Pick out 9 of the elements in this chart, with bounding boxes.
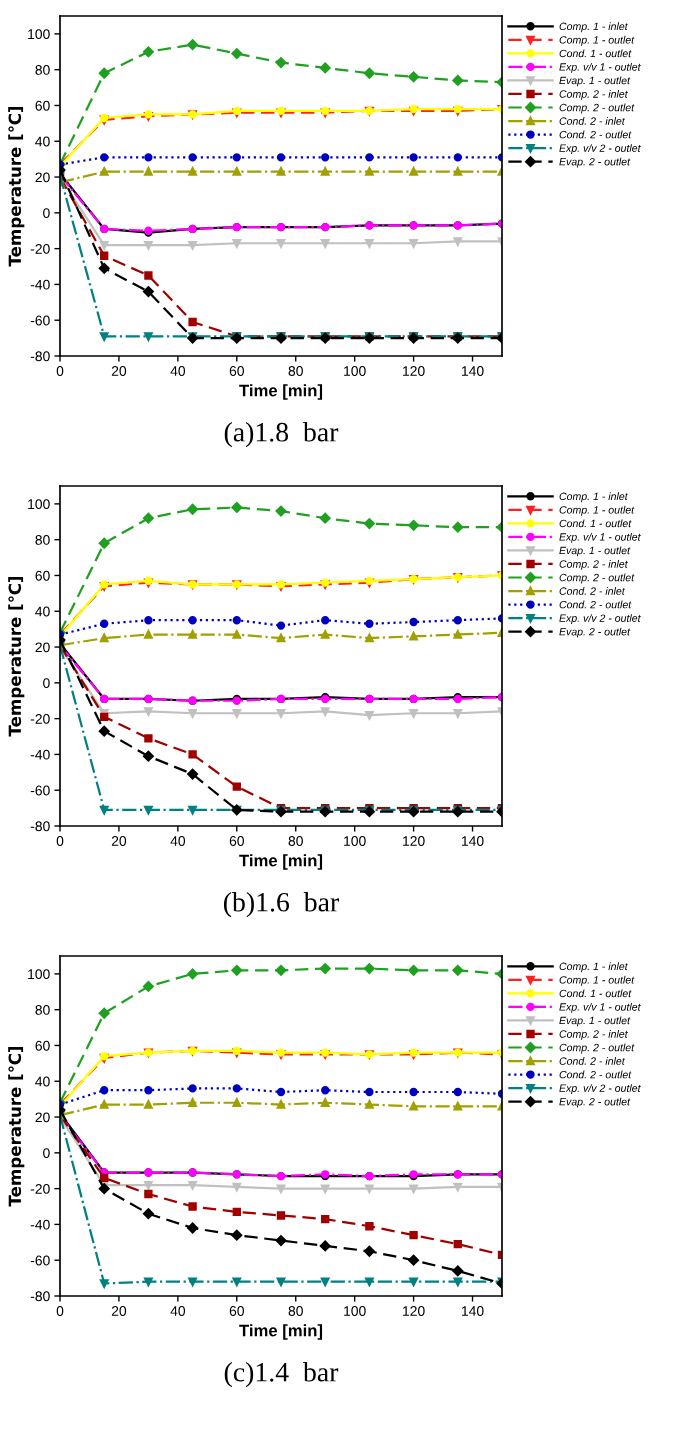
text: (b)1.6 bar xyxy=(223,892,339,918)
x-axis-title: Time [min] xyxy=(239,854,323,870)
y-axis-title: Temperature [℃] xyxy=(8,106,25,267)
y-axis-title: Temperature [℃] xyxy=(8,576,25,737)
text: (a)1.8 bar xyxy=(224,422,339,448)
x-axis-title: Time [min] xyxy=(239,1324,323,1340)
text: (c)1.4 bar xyxy=(224,1362,339,1388)
x-axis-title: Time [min] xyxy=(239,384,323,400)
y-axis-title: Temperature [℃] xyxy=(8,1046,25,1207)
